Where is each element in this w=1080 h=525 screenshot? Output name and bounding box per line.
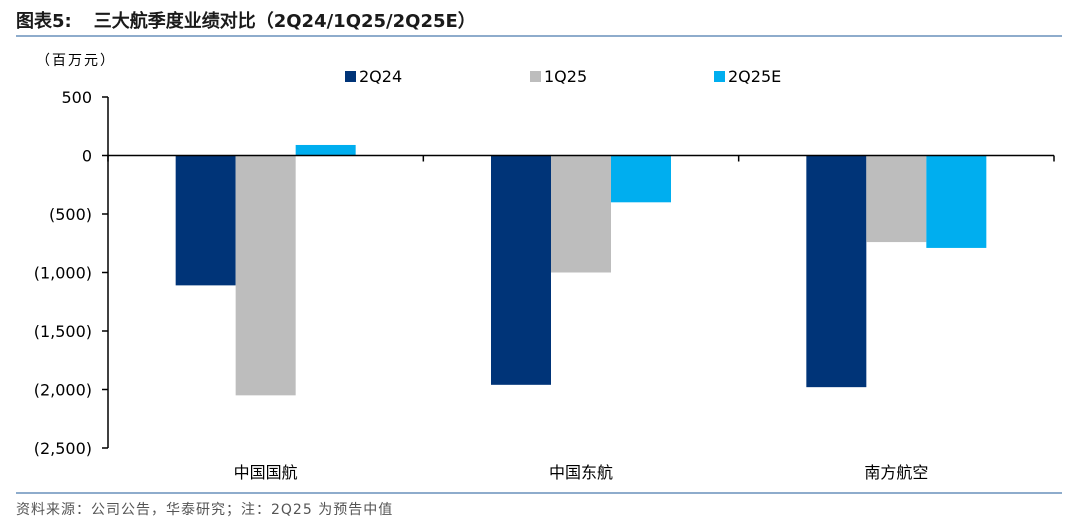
source-note: 资料来源：公司公告，华泰研究；注：2Q25 为预告中值 — [16, 502, 394, 518]
bar-2Q24-南方航空 — [806, 155, 867, 388]
y-tick-label: (1,000) — [34, 264, 92, 283]
y-tick-label: (500) — [49, 205, 92, 224]
bar-2Q24-中国东航 — [491, 155, 551, 385]
x-category-label: 南方航空 — [864, 463, 928, 482]
top-divider — [16, 35, 1062, 37]
x-category-label: 中国东航 — [549, 463, 613, 482]
bar-2Q24-中国国航 — [175, 155, 236, 286]
bar-2Q25E-南方航空 — [926, 155, 987, 248]
bar-chart: 2Q24 1Q25 2Q25E 500 0 (500) (1,000) (1,500) (2,… — [34, 67, 1055, 482]
x-axis-categories: 中国国航 中国东航 南方航空 — [234, 463, 929, 482]
y-axis-ticks: 500 0 (500) (1,000) (1,500) (2,000) (2,500) — [34, 88, 108, 458]
bar-2Q25E-中国国航 — [295, 144, 356, 156]
bottom-divider — [16, 492, 1062, 494]
bar-1Q25-中国东航 — [551, 155, 611, 273]
y-tick-label: (2,000) — [34, 381, 92, 400]
legend-label-2Q24: 2Q24 — [359, 67, 402, 86]
bar-2Q25E-中国东航 — [611, 155, 671, 203]
bar-1Q25-南方航空 — [866, 155, 927, 243]
y-tick-label: 0 — [82, 147, 92, 166]
legend-swatch-2Q24 — [345, 71, 356, 82]
legend-swatch-2Q25E — [714, 71, 725, 82]
legend-label-2Q25E: 2Q25E — [728, 67, 781, 86]
y-tick-label: 500 — [61, 88, 92, 107]
x-category-label: 中国国航 — [234, 463, 298, 482]
figure-title-row: 图表5: 三大航季度业绩对比（2Q24/1Q25/2Q25E） — [16, 6, 476, 34]
chart-legend: 2Q24 1Q25 2Q25E — [345, 67, 781, 86]
legend-swatch-1Q25 — [530, 71, 541, 82]
figure-label: 图表5: — [16, 11, 72, 32]
figure-title: 三大航季度业绩对比（2Q24/1Q25/2Q25E） — [93, 11, 476, 32]
bar-group — [175, 144, 987, 396]
legend-label-1Q25: 1Q25 — [544, 67, 587, 86]
bar-1Q25-中国国航 — [235, 155, 296, 396]
y-tick-label: (2,500) — [34, 439, 92, 458]
y-axis-unit-label: （百万元） — [36, 53, 116, 69]
y-tick-label: (1,500) — [34, 322, 92, 341]
